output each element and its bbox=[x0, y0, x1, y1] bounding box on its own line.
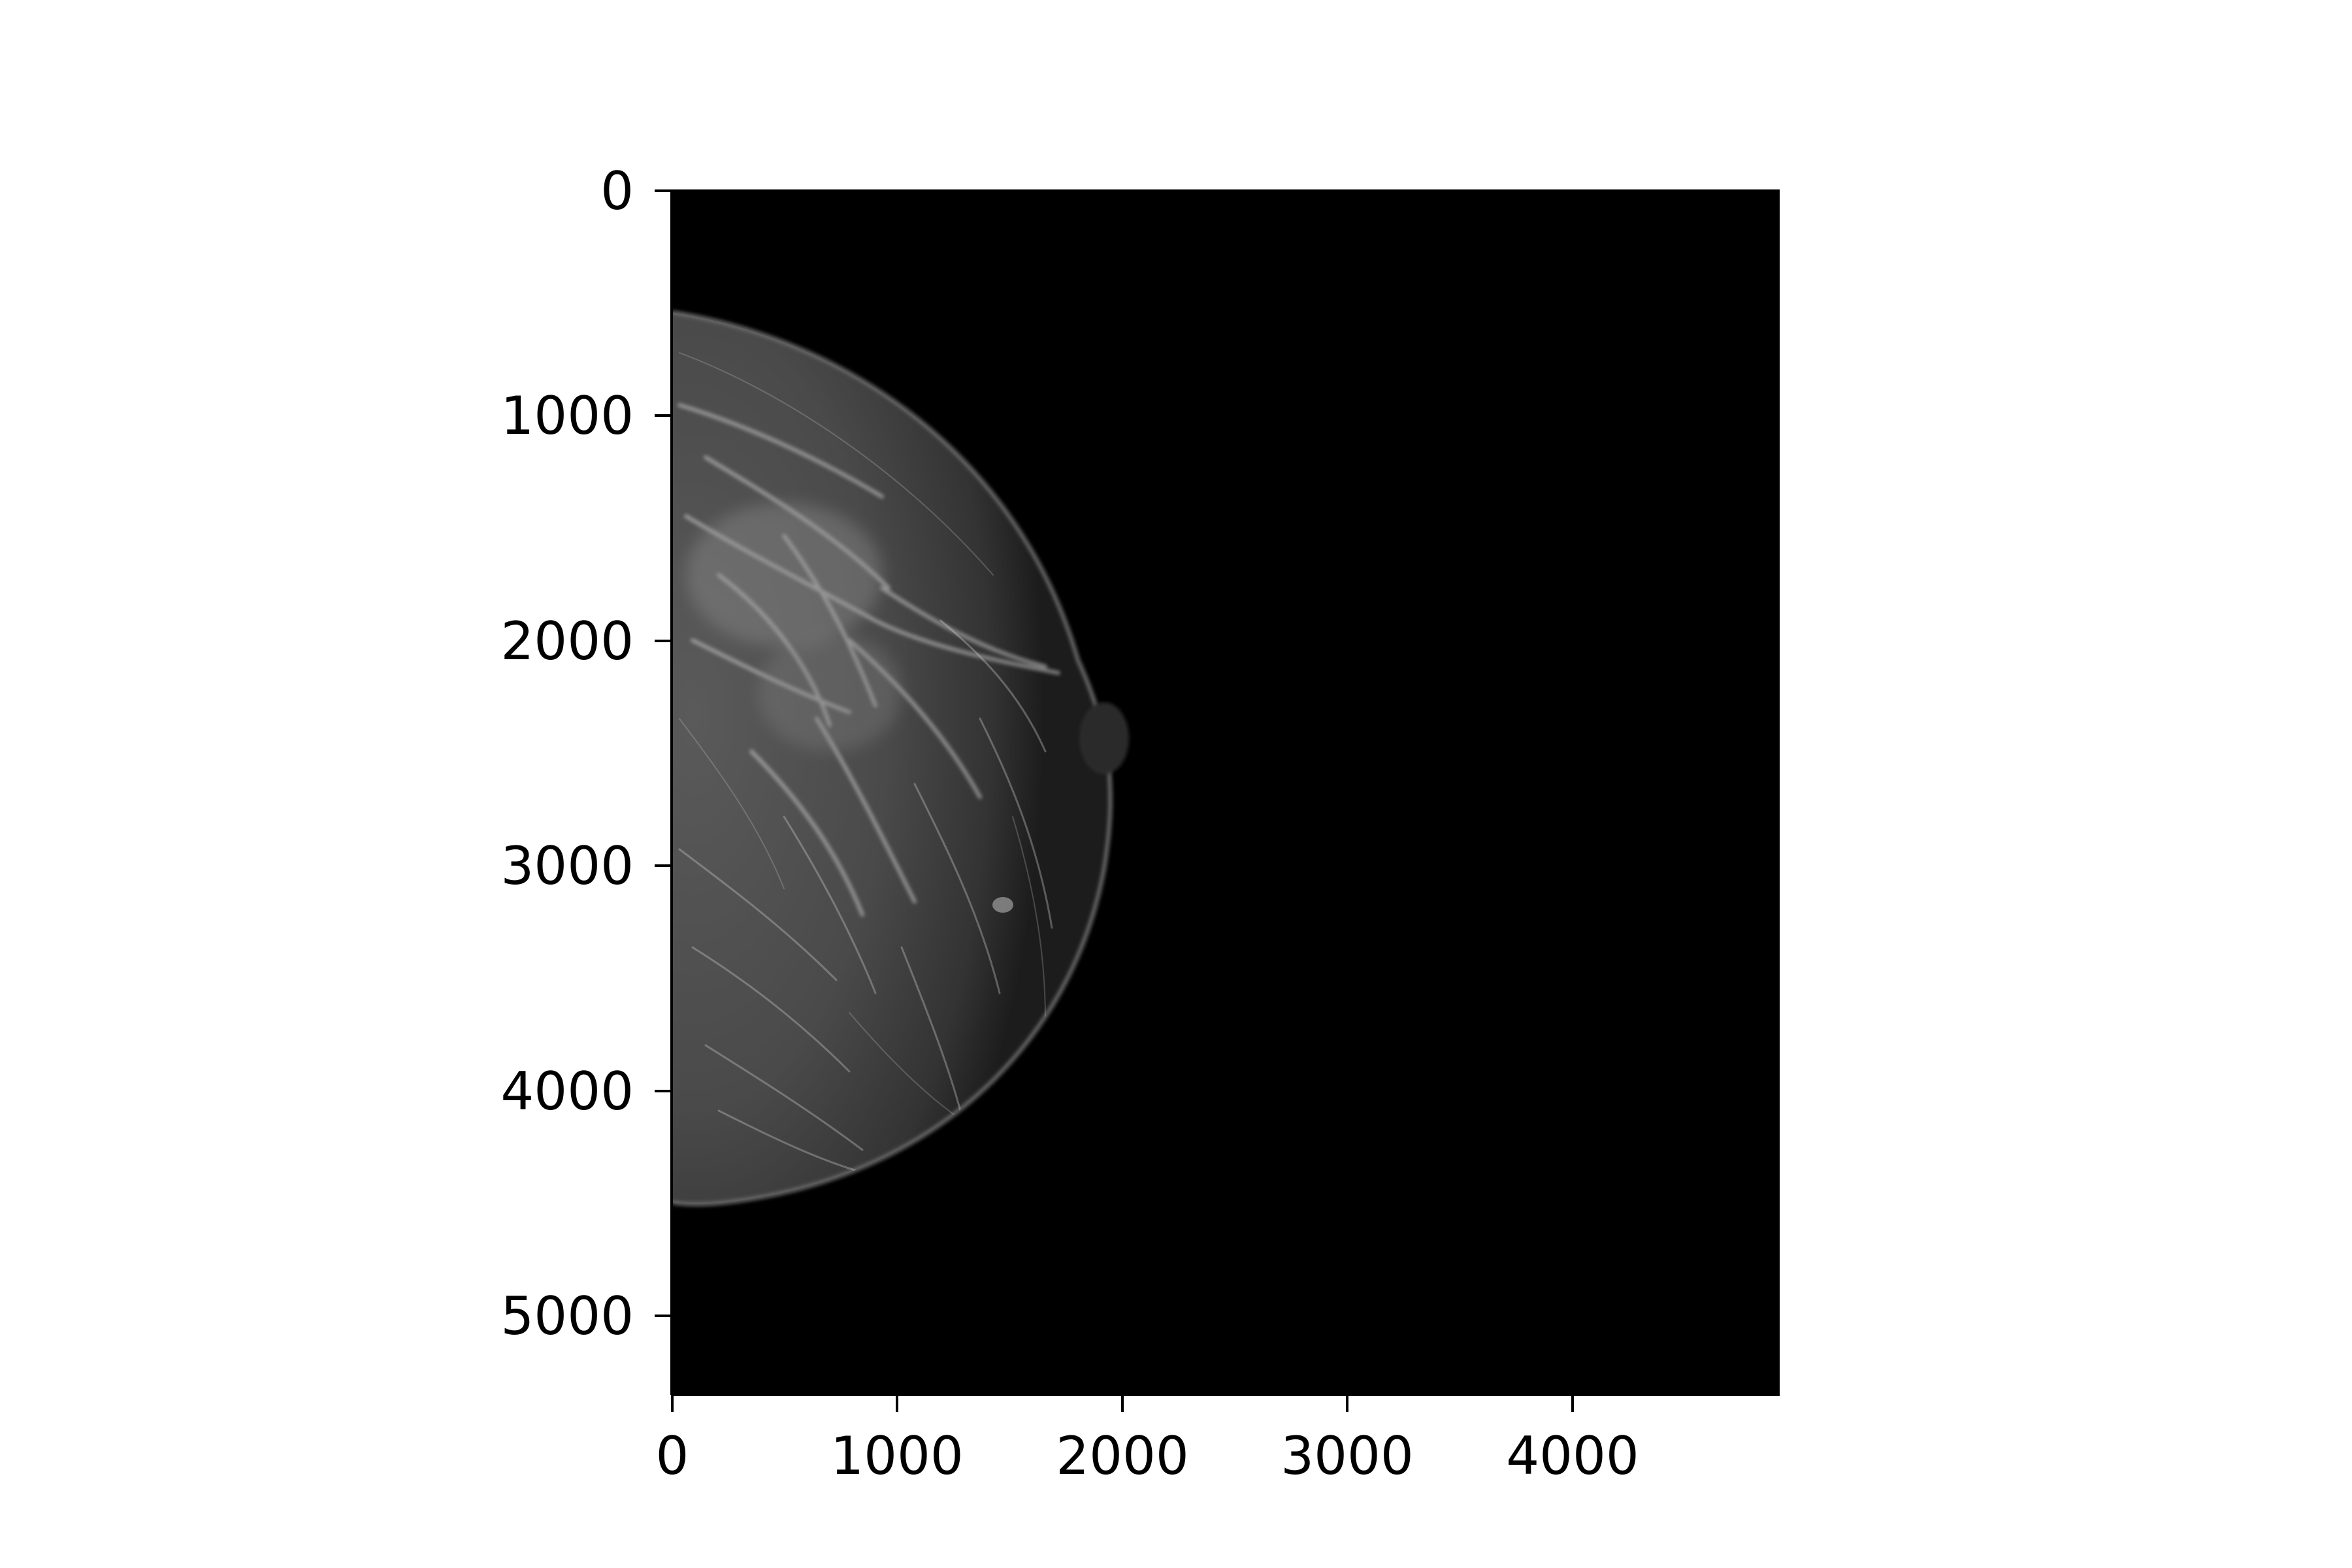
x-tick-label: 1000 bbox=[830, 1426, 964, 1486]
tissue-fibers bbox=[678, 352, 1060, 1177]
nipple bbox=[1079, 702, 1129, 774]
y-axis: 0 1000 2000 3000 4000 5000 bbox=[500, 161, 672, 1347]
y-tick-label: 0 bbox=[600, 161, 634, 221]
y-tick-label: 2000 bbox=[500, 611, 634, 672]
y-tick-label: 1000 bbox=[500, 385, 634, 446]
axes-frame bbox=[670, 189, 1780, 1396]
x-tick-label: 0 bbox=[656, 1426, 689, 1486]
mammogram-image bbox=[672, 189, 1780, 1395]
x-axis: 0 1000 2000 3000 4000 bbox=[656, 1395, 1639, 1486]
y-tick-label: 3000 bbox=[500, 836, 634, 896]
skin-line bbox=[672, 310, 1113, 1207]
x-tick-label: 2000 bbox=[1056, 1426, 1189, 1486]
x-tick-label: 3000 bbox=[1281, 1426, 1414, 1486]
y-tick-label: 5000 bbox=[500, 1286, 634, 1347]
x-tick-label: 4000 bbox=[1506, 1426, 1639, 1486]
y-tick-label: 4000 bbox=[500, 1061, 634, 1122]
